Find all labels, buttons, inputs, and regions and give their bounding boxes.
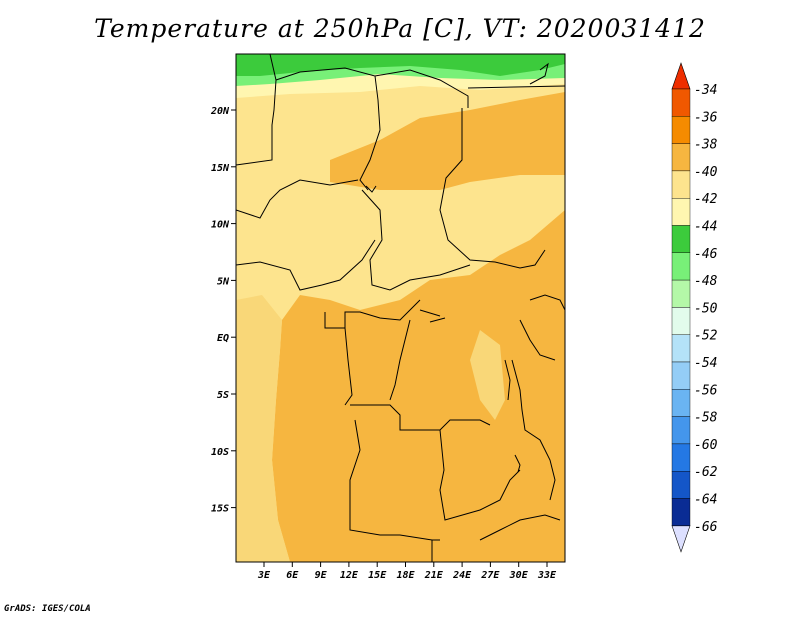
colorbar-swatch — [671, 252, 691, 281]
lon-tick-label: 21E — [424, 570, 444, 581]
lat-tick-label: 20N — [210, 106, 230, 117]
lon-tick-label: 6E — [286, 570, 299, 581]
lon-tick-label: 3E — [257, 570, 271, 581]
lat-tick-label: EQ — [217, 333, 229, 344]
colorbar-label: -66 — [694, 520, 718, 535]
colorbar-swatch — [671, 279, 691, 308]
colorbar-label: -38 — [694, 138, 718, 153]
colorbar-swatch — [671, 143, 691, 172]
lon-tick-label: 30E — [509, 570, 529, 581]
colorbar-label: -58 — [694, 411, 718, 426]
colorbar-label: -36 — [694, 110, 718, 125]
colorbar-swatch — [671, 334, 691, 363]
lat-tick-label: 10N — [211, 220, 230, 231]
colorbar-swatch — [671, 225, 691, 253]
colorbar-bottom-arrow — [671, 525, 691, 553]
lat-tick-label: 10S — [211, 447, 229, 458]
lat-tick-label: 5S — [217, 390, 229, 401]
colorbar-label: -60 — [694, 438, 718, 453]
colorbar-swatch — [671, 471, 691, 499]
country-borders — [236, 54, 565, 562]
colorbar-label: -52 — [694, 329, 718, 344]
latitude-ticks: 20N 15N 10N 5N EQ 5S 10S 15S — [210, 106, 236, 515]
colorbar-label: -62 — [694, 465, 718, 480]
colorbar-label: -34 — [694, 83, 717, 98]
colorbar-label: -44 — [694, 220, 717, 235]
temperature-field — [236, 54, 565, 562]
lon-tick-label: 15E — [368, 570, 387, 581]
colorbar-swatch — [671, 416, 691, 445]
lon-tick-label: 24E — [452, 570, 472, 581]
lat-tick-label: 15S — [211, 504, 229, 515]
band-minus40-38 — [236, 295, 505, 562]
lat-tick-label: 5N — [217, 276, 230, 287]
colorbar-label: -50 — [694, 301, 718, 316]
colorbar-label: -64 — [694, 493, 717, 508]
colorbar-label: -40 — [694, 165, 718, 180]
colorbar-swatch — [671, 116, 691, 144]
colorbar-swatch — [671, 498, 691, 526]
chart-title: Temperature at 250hPa [C], VT: 202003141… — [94, 14, 706, 43]
colorbar-swatch — [671, 361, 691, 390]
colorbar-label: -46 — [694, 247, 718, 262]
colorbar-swatch — [671, 88, 691, 117]
colorbar-swatch — [671, 307, 691, 335]
colorbar-label: -42 — [694, 192, 718, 207]
map-frame — [235, 53, 566, 563]
colorbar: -34 -36 -38 -40 -42 -44 -46 -48 -50 -52 -54 -56 -58 -… — [671, 62, 718, 553]
colorbar-label: -48 — [694, 274, 718, 289]
band-minus38-36 — [272, 92, 565, 562]
lon-tick-label: 9E — [315, 570, 328, 581]
lon-tick-label: 27E — [480, 570, 500, 581]
lat-tick-label: 15N — [211, 163, 230, 174]
colorbar-swatch — [671, 170, 691, 199]
grads-credit: GrADS: IGES/COLA — [4, 604, 91, 614]
longitude-ticks: 3E 6E 9E 12E 15E 18E 21E 24E 27E 30E 33E — [257, 562, 557, 581]
colorbar-swatch — [671, 443, 691, 472]
colorbar-label: -54 — [694, 356, 717, 371]
colorbar-swatch — [671, 389, 691, 417]
colorbar-swatch — [671, 197, 691, 226]
lon-tick-label: 33E — [537, 570, 557, 581]
lon-tick-label: 12E — [340, 570, 359, 581]
colorbar-label: -56 — [694, 383, 718, 398]
colorbar-top-arrow — [671, 62, 691, 90]
lon-tick-label: 18E — [396, 570, 415, 581]
